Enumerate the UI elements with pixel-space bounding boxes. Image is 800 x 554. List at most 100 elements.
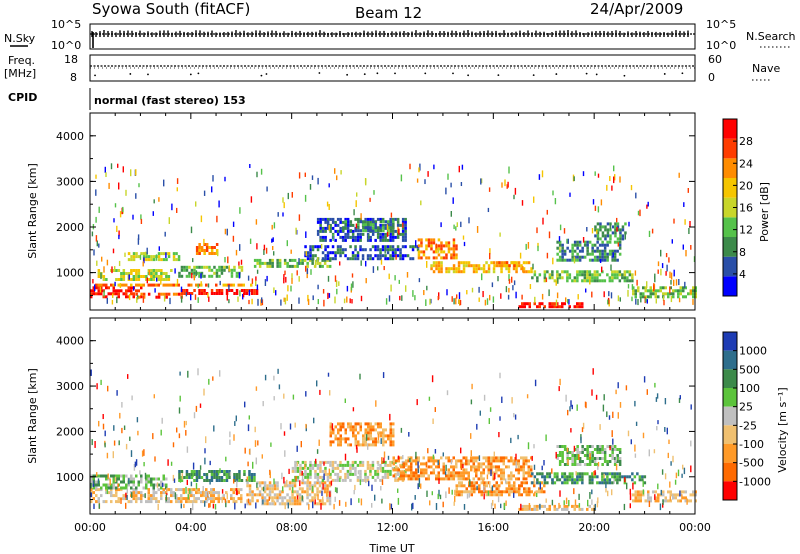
data-cell bbox=[395, 465, 398, 469]
data-cell bbox=[472, 477, 475, 481]
data-cell bbox=[273, 251, 275, 256]
data-cell bbox=[268, 493, 272, 497]
data-cell bbox=[598, 451, 602, 454]
data-cell bbox=[391, 217, 395, 221]
data-cell bbox=[321, 478, 325, 482]
data-cell bbox=[692, 295, 695, 299]
data-cell bbox=[282, 212, 284, 217]
data-cell bbox=[519, 252, 522, 259]
data-cell bbox=[203, 243, 206, 246]
data-cell bbox=[107, 477, 110, 481]
data-cell bbox=[354, 226, 357, 230]
data-cell bbox=[467, 471, 470, 475]
data-cell bbox=[591, 389, 593, 396]
data-cell bbox=[256, 243, 258, 250]
data-cell bbox=[311, 466, 315, 470]
data-cell bbox=[515, 291, 517, 299]
data-cell bbox=[92, 497, 95, 501]
data-cell bbox=[135, 283, 138, 287]
data-cell bbox=[240, 494, 243, 498]
data-cell bbox=[187, 283, 190, 287]
data-cell bbox=[477, 462, 480, 466]
data-cell bbox=[462, 264, 466, 268]
data-cell bbox=[551, 276, 554, 280]
data-cell bbox=[200, 476, 204, 479]
data-cell bbox=[266, 275, 268, 282]
data-cell bbox=[381, 457, 383, 464]
data-cell bbox=[263, 502, 267, 506]
data-cell bbox=[98, 206, 100, 213]
data-cell bbox=[406, 272, 409, 278]
data-cell bbox=[427, 256, 431, 260]
data-cell bbox=[591, 472, 594, 476]
data-cell bbox=[190, 268, 194, 272]
data-cell bbox=[130, 258, 133, 262]
data-cell bbox=[291, 499, 294, 503]
data-cell bbox=[522, 266, 524, 273]
data-cell bbox=[603, 252, 607, 256]
data-cell bbox=[563, 448, 567, 451]
data-cell bbox=[346, 217, 350, 221]
data-cell bbox=[295, 476, 297, 482]
data-cell bbox=[501, 396, 503, 403]
data-cell bbox=[556, 252, 559, 256]
data-cell bbox=[366, 463, 370, 467]
data-cell bbox=[613, 270, 617, 274]
data-cell bbox=[207, 283, 210, 288]
data-cell bbox=[364, 431, 367, 435]
data-cell bbox=[633, 481, 637, 485]
data-cell bbox=[127, 286, 130, 290]
data-cell bbox=[576, 404, 578, 411]
data-cell bbox=[268, 258, 272, 262]
data-cell bbox=[568, 299, 570, 305]
data-cell bbox=[543, 481, 547, 485]
data-cell bbox=[432, 256, 436, 260]
data-cell bbox=[477, 477, 480, 481]
data-cell bbox=[283, 277, 285, 284]
nave-tick-top: 60 bbox=[708, 53, 722, 66]
data-cell bbox=[202, 491, 205, 495]
data-cell bbox=[425, 461, 428, 468]
data-cell bbox=[132, 269, 136, 272]
data-cell bbox=[525, 493, 528, 497]
data-cell bbox=[629, 503, 631, 509]
data-cell bbox=[610, 292, 613, 299]
data-cell bbox=[460, 463, 463, 471]
data-cell bbox=[339, 248, 342, 252]
data-cell bbox=[642, 493, 645, 497]
data-cell bbox=[125, 189, 127, 196]
data-cell bbox=[376, 257, 380, 261]
data-cell bbox=[440, 222, 442, 228]
data-cell bbox=[205, 479, 209, 482]
nave-dot bbox=[265, 73, 268, 75]
data-cell bbox=[394, 235, 397, 239]
data-cell bbox=[349, 245, 352, 249]
data-cell bbox=[368, 480, 370, 487]
data-cell bbox=[400, 174, 403, 182]
data-cell bbox=[588, 460, 592, 463]
data-cell bbox=[450, 474, 453, 478]
data-cell bbox=[304, 469, 307, 473]
data-cell bbox=[98, 420, 100, 427]
data-cell bbox=[653, 449, 656, 454]
data-cell bbox=[527, 270, 531, 274]
data-cell bbox=[482, 479, 484, 484]
data-cell bbox=[347, 425, 350, 429]
data-cell bbox=[213, 476, 216, 479]
data-cell bbox=[391, 257, 395, 261]
data-cell bbox=[331, 257, 335, 261]
data-cell bbox=[654, 496, 657, 500]
data-cell bbox=[255, 219, 258, 225]
data-cell bbox=[432, 270, 436, 274]
data-cell bbox=[684, 219, 686, 225]
data-cell bbox=[240, 265, 244, 269]
data-cell bbox=[502, 477, 505, 481]
data-cell bbox=[571, 460, 574, 463]
data-cell bbox=[692, 289, 695, 293]
data-cell bbox=[258, 484, 262, 488]
nave-dot bbox=[260, 74, 263, 77]
data-cell bbox=[93, 503, 95, 510]
data-cell bbox=[360, 498, 363, 506]
data-cell bbox=[366, 257, 370, 261]
data-cell bbox=[273, 287, 275, 294]
